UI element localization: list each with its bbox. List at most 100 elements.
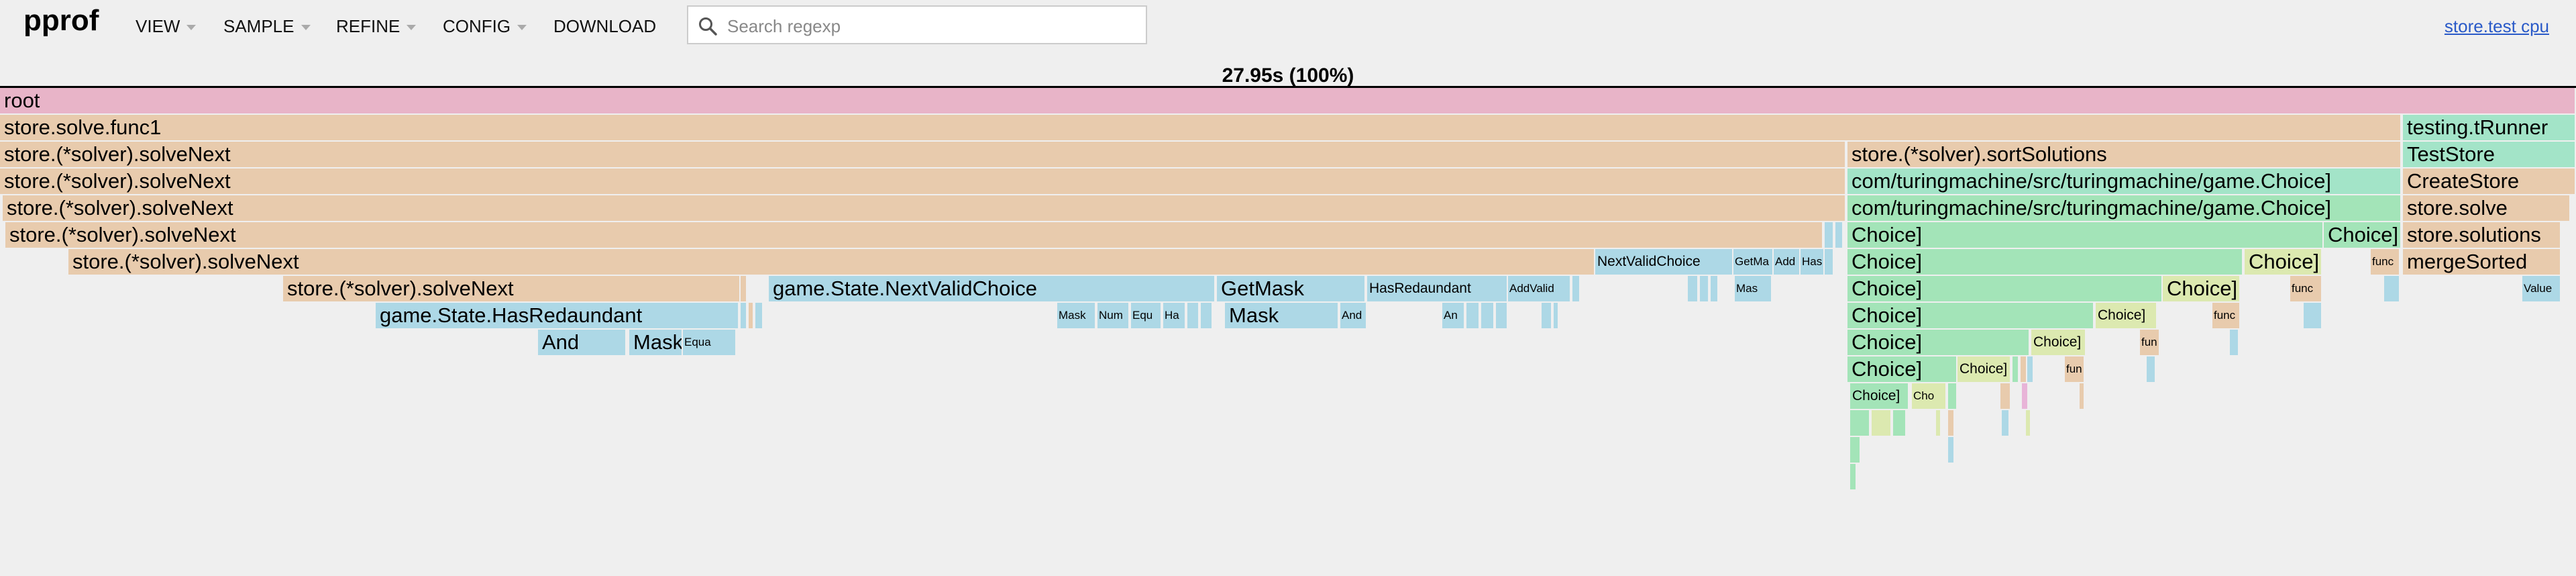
flame-frame[interactable] bbox=[1481, 303, 1495, 328]
flame-frame[interactable] bbox=[1850, 410, 1870, 436]
flame-frame[interactable]: store.solve bbox=[2403, 195, 2571, 221]
flame-frame[interactable] bbox=[2384, 276, 2400, 301]
flame-frame[interactable] bbox=[1572, 276, 1580, 301]
flame-frame[interactable] bbox=[2000, 383, 2011, 409]
flame-frame[interactable]: Choice] bbox=[1847, 249, 2243, 275]
flame-frame[interactable] bbox=[1872, 410, 1892, 436]
flame-frame[interactable]: CreateStore bbox=[2403, 169, 2576, 194]
flame-frame[interactable]: And bbox=[538, 330, 627, 355]
flame-frame[interactable]: testing.tRunner bbox=[2403, 115, 2576, 140]
flame-frame[interactable] bbox=[2304, 303, 2322, 328]
flame-frame[interactable] bbox=[1496, 303, 1508, 328]
flame-frame[interactable] bbox=[741, 303, 747, 328]
menu-refine[interactable]: REFINE bbox=[336, 16, 417, 37]
flame-frame[interactable]: Choice] bbox=[1847, 222, 2324, 248]
flame-frame[interactable] bbox=[2147, 356, 2156, 382]
flame-frame[interactable]: Choice] bbox=[1847, 276, 2163, 301]
flame-frame[interactable] bbox=[1850, 437, 1861, 463]
flame-frame[interactable]: Ha bbox=[1163, 303, 1186, 328]
flame-frame[interactable]: HasRedaundant bbox=[1367, 276, 1508, 301]
flame-frame[interactable]: TestStore bbox=[2403, 142, 2576, 167]
flame-frame[interactable] bbox=[749, 303, 754, 328]
flame-frame[interactable]: store.(*solver).sortSolutions bbox=[1847, 142, 2402, 167]
flame-frame[interactable]: Value bbox=[2522, 276, 2561, 301]
flame-frame[interactable] bbox=[1835, 222, 1843, 248]
flame-frame[interactable]: game.State.HasRedaundant bbox=[376, 303, 739, 328]
flame-frame[interactable]: AddValid bbox=[1508, 276, 1571, 301]
flame-frame[interactable]: com/turingmachine/src/turingmachine/game… bbox=[1847, 195, 2402, 221]
flame-frame[interactable] bbox=[1711, 276, 1719, 301]
flame-frame[interactable] bbox=[1700, 276, 1709, 301]
flame-frame[interactable]: fun bbox=[2140, 330, 2160, 355]
flame-frame[interactable] bbox=[1893, 410, 1907, 436]
flame-frame[interactable]: func bbox=[2371, 249, 2400, 275]
flame-frame[interactable]: GetMa bbox=[1733, 249, 1774, 275]
flame-frame[interactable]: store.(*solver).solveNext bbox=[68, 249, 1595, 275]
flame-frame[interactable]: store.solve.func1 bbox=[0, 115, 2402, 140]
flame-frame[interactable]: com/turingmachine/src/turingmachine/game… bbox=[1847, 169, 2402, 194]
flame-frame[interactable] bbox=[755, 303, 763, 328]
flame-frame[interactable]: Choice] bbox=[2163, 276, 2241, 301]
flame-frame[interactable]: Choice] bbox=[2245, 249, 2322, 275]
flame-frame[interactable] bbox=[1948, 383, 1957, 409]
flame-frame[interactable] bbox=[2230, 330, 2239, 355]
flame-frame[interactable]: Choice] bbox=[1847, 330, 2030, 355]
flame-frame[interactable]: game.State.NextValidChoice bbox=[769, 276, 1216, 301]
flame-frame[interactable]: mergeSorted bbox=[2403, 249, 2561, 275]
flame-frame[interactable]: Mask bbox=[1225, 303, 1339, 328]
flame-frame[interactable]: root bbox=[0, 88, 2576, 113]
flame-frame[interactable]: Choice] bbox=[2096, 303, 2157, 328]
flame-frame[interactable]: Has bbox=[1801, 249, 1825, 275]
flame-frame[interactable] bbox=[1948, 437, 1955, 463]
flame-frame[interactable]: Mask bbox=[1057, 303, 1096, 328]
flame-frame[interactable]: store.(*solver).solveNext bbox=[0, 169, 1846, 194]
flame-frame[interactable] bbox=[1187, 303, 1199, 328]
flame-frame[interactable]: Choice] bbox=[1957, 356, 2011, 382]
search-input[interactable] bbox=[726, 12, 1131, 40]
flame-frame[interactable] bbox=[1201, 303, 1213, 328]
profile-source-link[interactable]: store.test cpu bbox=[2444, 16, 2549, 36]
flame-frame[interactable] bbox=[2002, 410, 2010, 436]
flame-frame[interactable]: fun bbox=[2065, 356, 2085, 382]
menu-download[interactable]: DOWNLOAD bbox=[553, 16, 656, 37]
flame-frame[interactable] bbox=[1688, 276, 1699, 301]
flame-frame[interactable]: store.(*solver).solveNext bbox=[0, 142, 1846, 167]
flame-frame[interactable]: func bbox=[2212, 303, 2241, 328]
flame-frame[interactable] bbox=[1542, 303, 1552, 328]
flame-frame[interactable]: An bbox=[1442, 303, 1465, 328]
flame-frame[interactable] bbox=[2080, 383, 2085, 409]
flame-frame[interactable] bbox=[1936, 410, 1941, 436]
flame-frame[interactable]: And bbox=[1340, 303, 1367, 328]
flame-frame[interactable]: store.(*solver).solveNext bbox=[5, 222, 1823, 248]
flame-frame[interactable]: store.(*solver).solveNext bbox=[283, 276, 741, 301]
flame-frame[interactable]: Mas bbox=[1735, 276, 1772, 301]
flame-frame[interactable] bbox=[2027, 356, 2034, 382]
flame-frame[interactable] bbox=[741, 276, 747, 301]
app-logo[interactable]: pprof bbox=[23, 4, 99, 37]
flame-frame[interactable]: store.(*solver).solveNext bbox=[3, 195, 1846, 221]
flame-frame[interactable]: Choice] bbox=[1847, 356, 1957, 382]
flame-frame[interactable] bbox=[1554, 303, 1559, 328]
flame-frame[interactable]: NextValidChoice bbox=[1595, 249, 1733, 275]
flame-frame[interactable] bbox=[2022, 383, 2029, 409]
menu-sample[interactable]: SAMPLE bbox=[223, 16, 311, 37]
flame-frame[interactable] bbox=[1825, 222, 1834, 248]
flame-frame[interactable]: Mask bbox=[629, 330, 683, 355]
flame-frame[interactable] bbox=[2012, 356, 2019, 382]
flame-frame[interactable]: Equa bbox=[683, 330, 737, 355]
flame-frame[interactable] bbox=[2021, 356, 2027, 382]
flame-frame[interactable] bbox=[1850, 464, 1857, 489]
flame-frame[interactable] bbox=[1825, 249, 1834, 275]
flame-frame[interactable]: Choice] bbox=[2031, 330, 2086, 355]
flame-frame[interactable]: store.solutions bbox=[2403, 222, 2561, 248]
flame-frame[interactable]: Equ bbox=[1131, 303, 1162, 328]
flame-frame[interactable]: Num bbox=[1097, 303, 1130, 328]
flame-frame[interactable]: GetMask bbox=[1217, 276, 1366, 301]
flame-frame[interactable]: Choice] bbox=[1850, 383, 1909, 409]
flame-frame[interactable]: Choice] bbox=[2324, 222, 2402, 248]
flame-frame[interactable] bbox=[1466, 303, 1480, 328]
flame-frame[interactable]: Choice] bbox=[1847, 303, 2094, 328]
flame-frame[interactable]: func bbox=[2290, 276, 2322, 301]
flame-frame[interactable]: Add bbox=[1774, 249, 1801, 275]
menu-view[interactable]: VIEW bbox=[136, 16, 197, 37]
